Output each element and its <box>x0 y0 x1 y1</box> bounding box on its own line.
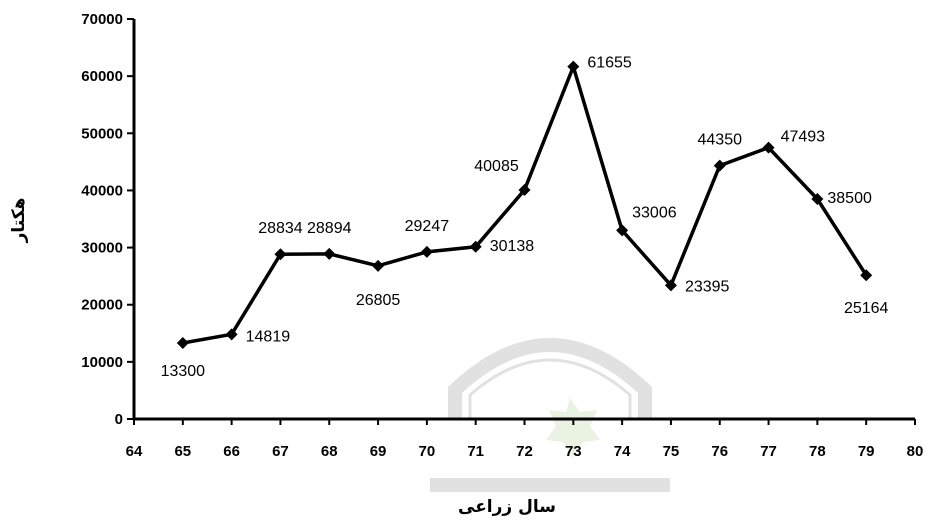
y-tick-label: 30000 <box>81 240 123 257</box>
data-label: 14819 <box>246 328 291 345</box>
data-point-marker <box>469 240 482 253</box>
x-tick-label: 76 <box>711 443 728 460</box>
x-tick-label: 79 <box>858 443 875 460</box>
data-label: 25164 <box>844 300 889 317</box>
x-tick-label: 65 <box>174 443 191 460</box>
data-label: 13300 <box>161 363 206 380</box>
data-point-marker <box>323 247 336 260</box>
data-point-marker <box>567 60 580 73</box>
data-point-marker <box>420 245 433 258</box>
axes <box>132 19 915 421</box>
y-tick-label: 0 <box>115 411 123 428</box>
data-label: 26805 <box>356 292 401 309</box>
x-tick-label: 75 <box>663 443 680 460</box>
data-label: 44350 <box>698 132 743 149</box>
data-label: 23395 <box>685 278 730 295</box>
y-axis-title: هکتار <box>9 198 29 244</box>
x-tick-label: 69 <box>370 443 387 460</box>
data-label: 28894 <box>307 220 352 237</box>
data-label: 30138 <box>490 238 535 255</box>
x-tick-label: 73 <box>565 443 582 460</box>
x-tick-label: 77 <box>760 443 777 460</box>
y-tick-label: 40000 <box>81 182 123 199</box>
x-tick-label: 74 <box>614 443 631 460</box>
data-point-marker <box>372 259 385 272</box>
data-point-marker <box>664 279 677 292</box>
data-label: 38500 <box>827 190 872 207</box>
y-tick-labels: 0 10000 20000 30000 40000 50000 60000 70000 <box>81 11 134 428</box>
data-markers <box>176 60 873 349</box>
data-point-marker <box>518 183 531 196</box>
x-tick-labels: 64 65 66 67 68 69 70 71 72 73 74 75 76 77 78 79 80 <box>126 419 924 460</box>
data-point-marker <box>176 337 189 349</box>
x-axis-title: سال زراعی <box>458 497 556 517</box>
x-tick-label: 66 <box>223 443 240 460</box>
data-point-marker <box>762 141 775 154</box>
x-tick-label: 64 <box>126 443 143 460</box>
data-point-marker <box>713 159 726 172</box>
y-tick-label: 20000 <box>81 297 123 314</box>
y-tick-label: 50000 <box>81 125 123 142</box>
x-tick-label: 68 <box>321 443 338 460</box>
data-point-marker <box>811 193 824 205</box>
data-point-marker <box>616 224 629 237</box>
x-tick-label: 70 <box>419 443 436 460</box>
data-label: 29247 <box>405 218 450 235</box>
data-labels: 13300 14819 28834 28894 26805 29247 30138 40085… <box>161 55 889 380</box>
data-point-marker <box>225 328 238 341</box>
data-label: 40085 <box>474 158 519 175</box>
x-tick-label: 78 <box>809 443 826 460</box>
data-label: 33006 <box>632 204 677 221</box>
y-tick-label: 10000 <box>81 354 123 371</box>
data-label: 28834 <box>258 220 303 237</box>
y-tick-label: 70000 <box>81 11 123 28</box>
x-tick-label: 72 <box>516 443 533 460</box>
data-label: 61655 <box>587 55 632 72</box>
y-tick-label: 60000 <box>81 68 123 85</box>
data-point-marker <box>860 269 873 282</box>
series-line <box>182 61 868 345</box>
x-tick-label: 80 <box>907 443 924 460</box>
watermark-emblem <box>430 338 670 492</box>
x-tick-label: 67 <box>272 443 289 460</box>
data-label: 47493 <box>781 129 826 146</box>
data-point-marker <box>274 248 287 261</box>
series-polyline <box>182 61 868 345</box>
x-tick-label: 71 <box>467 443 484 460</box>
